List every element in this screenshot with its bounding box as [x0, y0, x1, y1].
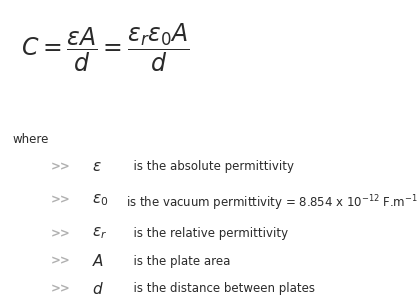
Text: $\varepsilon_0$: $\varepsilon_0$: [92, 192, 109, 208]
Text: where: where: [13, 133, 49, 146]
Text: $\varepsilon$: $\varepsilon$: [92, 159, 102, 174]
Text: is the plate area: is the plate area: [126, 255, 231, 268]
Text: $\mathit{A}$: $\mathit{A}$: [92, 253, 105, 269]
Text: >>: >>: [50, 227, 70, 240]
Text: $\mathit{d}$: $\mathit{d}$: [92, 281, 104, 296]
Text: $C = \dfrac{\varepsilon A}{d} = \dfrac{\varepsilon_r \varepsilon_0 A}{d}$: $C = \dfrac{\varepsilon A}{d} = \dfrac{\…: [21, 21, 190, 74]
Text: is the absolute permittivity: is the absolute permittivity: [126, 160, 294, 173]
Text: is the vacuum permittivity = 8.854 x 10$^{-12}$ F.m$^{-1}$: is the vacuum permittivity = 8.854 x 10$…: [126, 194, 417, 213]
Text: >>: >>: [50, 255, 70, 268]
Text: >>: >>: [50, 194, 70, 207]
Text: >>: >>: [50, 282, 70, 295]
Text: is the relative permittivity: is the relative permittivity: [126, 227, 288, 240]
Text: is the distance between plates: is the distance between plates: [126, 282, 315, 295]
Text: $\varepsilon_r$: $\varepsilon_r$: [92, 226, 108, 241]
Text: >>: >>: [50, 160, 70, 173]
